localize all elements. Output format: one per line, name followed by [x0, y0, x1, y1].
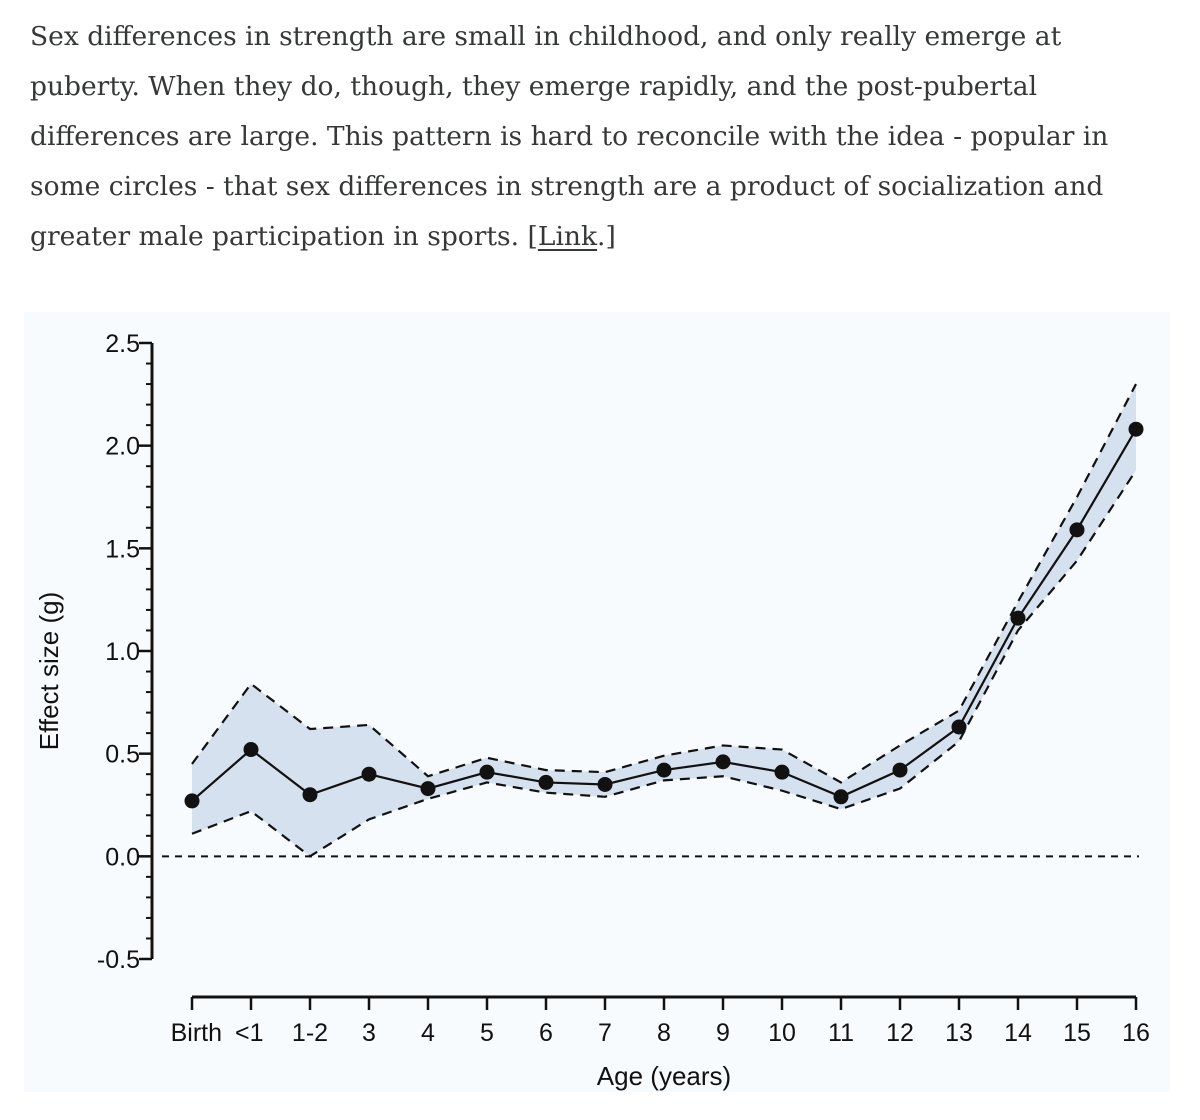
x-tick-label: 6 — [539, 1019, 553, 1047]
x-tick-label: 13 — [945, 1019, 973, 1047]
x-tick-label: 1-2 — [292, 1019, 328, 1047]
data-point — [479, 764, 495, 780]
x-tick-label: 11 — [828, 1019, 854, 1047]
article-line: puberty. When they do, though, they emer… — [30, 71, 1038, 102]
effect-size-chart: 2.5 2.0 1.5 1.0 0.5 0.0 -0.5 Effect size (g) Bir… — [34, 330, 1150, 1091]
article-text-after-link: .] — [597, 221, 616, 252]
data-point — [656, 762, 672, 778]
x-axis-title: Age (years) — [597, 1061, 731, 1091]
x-tick-label: 12 — [886, 1019, 914, 1047]
data-point — [1128, 421, 1144, 437]
upper-ci-line — [191, 383, 1137, 784]
y-tick-label: 1.0 — [105, 638, 140, 666]
article-line: some circles - that sex differences in s… — [30, 171, 1104, 202]
chart-panel: 2.5 2.0 1.5 1.0 0.5 0.0 -0.5 Effect size (g) Bir… — [24, 312, 1170, 1092]
data-point — [302, 787, 318, 803]
x-tick-label: 16 — [1122, 1019, 1150, 1047]
x-tick-label: Birth — [171, 1019, 222, 1047]
data-point — [597, 776, 613, 792]
source-link[interactable]: Link — [537, 221, 598, 252]
x-tick-label: 7 — [598, 1019, 612, 1047]
y-tick-label: 1.5 — [105, 535, 140, 563]
data-point — [892, 762, 908, 778]
data-point — [774, 764, 790, 780]
data-point — [1010, 610, 1026, 626]
article-line: Sex differences in strength are small in… — [30, 21, 1062, 52]
data-point — [361, 766, 377, 782]
x-tick-label: 10 — [768, 1019, 796, 1047]
y-axis-title: Effect size (g) — [34, 592, 64, 750]
article-text-before-link: greater male participation in sports. [ — [30, 221, 538, 252]
data-point — [951, 719, 967, 735]
data-point — [420, 781, 436, 797]
y-tick-label: -0.5 — [97, 946, 140, 974]
confidence-band — [192, 384, 1136, 857]
x-tick-label: 14 — [1004, 1019, 1032, 1047]
x-tick-label: 4 — [421, 1019, 435, 1047]
y-tick-label: 2.0 — [105, 433, 140, 461]
article-line-last: greater male participation in sports. [L… — [30, 212, 1180, 262]
article-paragraph: Sex differences in strength are small in… — [30, 12, 1180, 262]
data-point — [538, 774, 554, 790]
y-tick-label: 0.5 — [105, 741, 140, 769]
x-tick-label: 8 — [657, 1019, 671, 1047]
x-tick-label: <1 — [235, 1019, 264, 1047]
y-tick-label: 2.5 — [105, 330, 140, 358]
x-tick-label: 3 — [362, 1019, 376, 1047]
data-point — [715, 754, 731, 770]
article-line: differences are large. This pattern is h… — [30, 121, 1109, 152]
x-tick-label: 15 — [1063, 1019, 1091, 1047]
x-tick-label: 5 — [480, 1019, 494, 1047]
y-tick-label: 0.0 — [105, 843, 140, 871]
data-point — [243, 742, 259, 758]
x-tick-label: 9 — [716, 1019, 730, 1047]
data-point — [184, 793, 200, 809]
lower-ci-line — [191, 469, 1137, 858]
data-point — [833, 789, 849, 805]
data-point — [1069, 522, 1085, 538]
